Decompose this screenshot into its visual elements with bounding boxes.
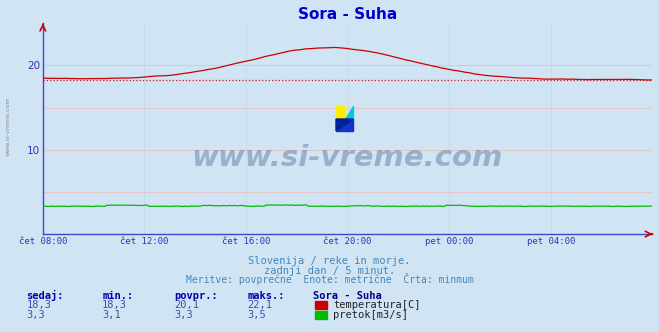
Text: pretok[m3/s]: pretok[m3/s]: [333, 310, 409, 320]
Text: 22,1: 22,1: [247, 300, 272, 310]
Bar: [336, 106, 345, 119]
Text: povpr.:: povpr.:: [175, 291, 218, 301]
Text: 3,3: 3,3: [175, 310, 193, 320]
Text: www.si-vreme.com: www.si-vreme.com: [192, 144, 503, 172]
Text: maks.:: maks.:: [247, 291, 285, 301]
Polygon shape: [336, 119, 353, 131]
Text: www.si-vreme.com: www.si-vreme.com: [5, 96, 11, 156]
Text: 18,3: 18,3: [26, 300, 51, 310]
Title: Sora - Suha: Sora - Suha: [298, 7, 397, 22]
Text: 3,1: 3,1: [102, 310, 121, 320]
Polygon shape: [336, 119, 353, 131]
Text: 20,1: 20,1: [175, 300, 200, 310]
Text: Meritve: povprečne  Enote: metrične  Črta: minmum: Meritve: povprečne Enote: metrične Črta:…: [186, 273, 473, 285]
Text: min.:: min.:: [102, 291, 133, 301]
Text: zadnji dan / 5 minut.: zadnji dan / 5 minut.: [264, 266, 395, 276]
Text: 3,5: 3,5: [247, 310, 266, 320]
Polygon shape: [345, 106, 353, 119]
Text: temperatura[C]: temperatura[C]: [333, 300, 421, 310]
Text: sedaj:: sedaj:: [26, 290, 64, 301]
Text: Sora - Suha: Sora - Suha: [313, 291, 382, 301]
Text: 18,3: 18,3: [102, 300, 127, 310]
Text: 3,3: 3,3: [26, 310, 45, 320]
Text: Slovenija / reke in morje.: Slovenija / reke in morje.: [248, 256, 411, 266]
